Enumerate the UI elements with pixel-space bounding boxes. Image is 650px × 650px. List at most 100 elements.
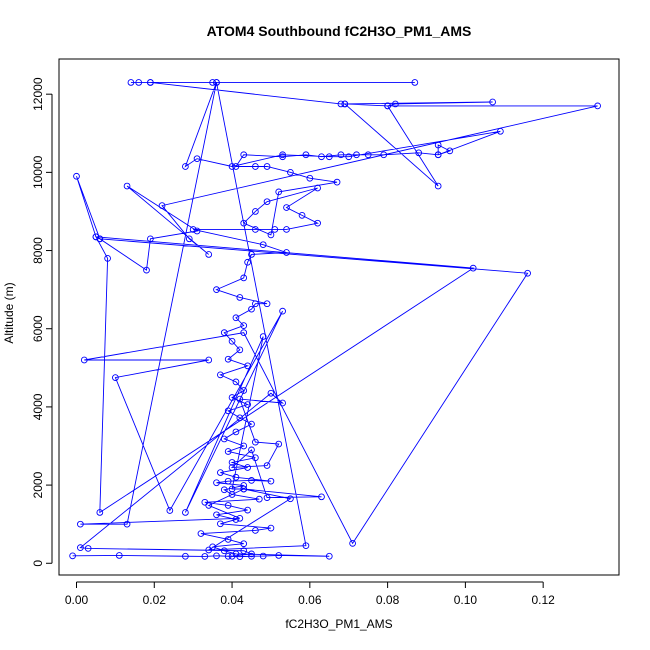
data-point xyxy=(353,151,360,159)
data-point xyxy=(325,552,333,560)
data-point xyxy=(228,163,236,170)
data-point xyxy=(166,507,174,514)
data-point xyxy=(244,362,251,370)
data-point xyxy=(240,485,248,493)
data-point xyxy=(283,204,290,211)
data-point xyxy=(232,314,240,322)
data-point xyxy=(244,506,251,514)
data-point xyxy=(147,79,154,86)
data-point xyxy=(228,394,236,401)
data-point xyxy=(123,520,131,528)
data-point xyxy=(341,100,349,108)
y-tick-label: 6000 xyxy=(31,315,45,342)
data-point xyxy=(325,153,333,161)
data-point xyxy=(252,527,259,534)
data-point xyxy=(236,294,244,301)
data-point xyxy=(236,346,244,354)
y-tick-label: 8000 xyxy=(31,237,45,264)
data-point xyxy=(189,226,197,233)
data-point xyxy=(318,153,325,161)
data-point xyxy=(205,546,213,554)
data-point xyxy=(182,509,189,516)
data-point xyxy=(298,212,306,219)
data-point xyxy=(123,182,131,190)
data-point xyxy=(489,98,496,106)
data-point xyxy=(275,440,283,448)
data-point xyxy=(349,539,356,547)
data-point xyxy=(236,514,244,522)
data-point xyxy=(434,141,442,149)
data-point xyxy=(217,371,224,379)
data-point xyxy=(228,337,236,345)
x-tick-label: 0.08 xyxy=(376,593,400,607)
data-point xyxy=(228,552,236,560)
data-point xyxy=(135,79,143,86)
data-point xyxy=(104,255,111,262)
data-point xyxy=(220,486,228,494)
data-point xyxy=(197,530,205,537)
data-point xyxy=(240,540,248,548)
data-point xyxy=(220,547,228,555)
data-point xyxy=(217,520,224,528)
data-point xyxy=(314,184,321,192)
data-point xyxy=(279,399,286,407)
data-point xyxy=(224,407,232,415)
data-point xyxy=(232,473,240,481)
data-point xyxy=(248,305,255,313)
data-point xyxy=(77,520,84,528)
data-point xyxy=(240,482,248,489)
data-point xyxy=(232,428,240,436)
data-point xyxy=(337,100,345,108)
data-point xyxy=(252,226,259,233)
data-point xyxy=(380,151,388,159)
data-point xyxy=(263,494,271,501)
data-point xyxy=(147,235,154,243)
data-point xyxy=(115,552,123,559)
data-point xyxy=(434,151,442,159)
data-point xyxy=(248,477,255,484)
y-tick-label: 12000 xyxy=(31,77,45,111)
x-tick-label: 0.10 xyxy=(454,593,478,607)
data-point xyxy=(252,300,259,308)
data-point xyxy=(77,544,84,551)
data-point xyxy=(209,79,216,86)
data-point xyxy=(244,464,251,471)
data-point xyxy=(263,198,271,206)
series-lines xyxy=(72,82,598,558)
data-point xyxy=(224,502,232,509)
y-tick-label: 10000 xyxy=(31,155,45,189)
data-point xyxy=(333,178,341,186)
data-point xyxy=(279,307,286,315)
data-point xyxy=(220,329,228,336)
data-point xyxy=(240,219,248,227)
data-point xyxy=(213,286,220,293)
data-point xyxy=(594,102,601,110)
data-point xyxy=(127,79,135,86)
data-point xyxy=(213,511,220,519)
data-point xyxy=(259,241,267,249)
data-point xyxy=(497,127,504,135)
data-point xyxy=(446,147,454,155)
data-point xyxy=(345,153,353,161)
data-point xyxy=(112,374,119,381)
data-point xyxy=(143,266,150,274)
data-point xyxy=(236,395,244,403)
data-point xyxy=(69,552,76,560)
data-point xyxy=(240,329,248,336)
data-point xyxy=(469,264,477,272)
data-point xyxy=(92,233,100,241)
data-point xyxy=(220,435,228,443)
data-point xyxy=(244,401,251,408)
x-tick-label: 0.12 xyxy=(531,593,555,607)
data-point xyxy=(259,333,267,340)
y-tick-label: 2000 xyxy=(31,471,45,498)
data-point xyxy=(240,322,248,329)
data-point xyxy=(213,552,220,560)
data-point xyxy=(185,235,193,243)
data-point xyxy=(252,208,259,215)
data-point xyxy=(337,151,345,159)
data-point xyxy=(228,464,236,471)
data-point xyxy=(248,420,255,428)
data-point xyxy=(279,153,286,161)
